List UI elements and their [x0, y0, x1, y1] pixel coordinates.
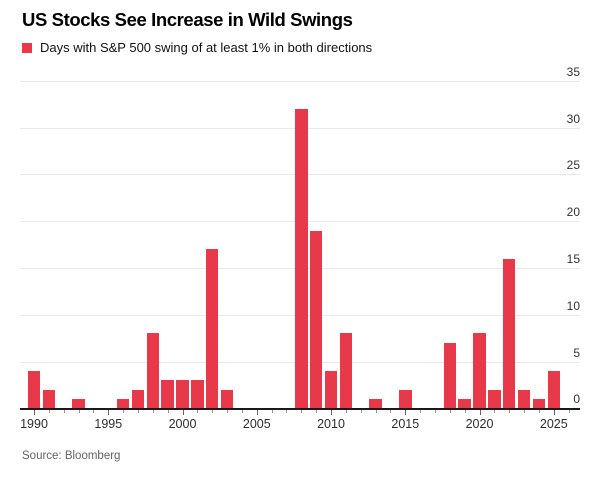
x-tick-2002	[212, 409, 214, 413]
x-tick-2015	[405, 409, 407, 415]
x-tick-2023	[524, 409, 525, 413]
x-tick-2017	[434, 409, 436, 413]
x-tick-2020	[479, 409, 481, 415]
bar-2022	[502, 258, 516, 409]
bar-2021	[488, 389, 501, 409]
x-tick-2021	[494, 409, 496, 413]
bar-2013	[369, 398, 382, 409]
legend: Days with S&P 500 swing of at least 1% i…	[22, 40, 372, 55]
bar-2008	[295, 108, 308, 409]
x-tick-2007	[286, 409, 288, 413]
x-tick-1999	[167, 409, 169, 413]
x-axis-label-2005: 2005	[242, 416, 271, 431]
x-tick-2000	[182, 409, 184, 415]
x-tick-1990	[34, 409, 35, 415]
bar-2023	[517, 389, 531, 409]
gridline-35	[20, 80, 580, 82]
bar-2002	[205, 249, 219, 409]
x-axis-label-2020: 2020	[465, 416, 494, 431]
x-axis-line	[20, 408, 580, 410]
x-axis-label-2010: 2010	[317, 416, 345, 431]
source-note: Source: Bloomberg	[22, 450, 121, 462]
y-axis-label-10: 10	[566, 298, 580, 313]
bar-2003	[220, 389, 234, 409]
bar-2024	[532, 398, 546, 409]
x-tick-2022	[509, 409, 511, 413]
bar-1993	[72, 398, 85, 409]
x-tick-1993	[78, 409, 80, 413]
x-tick-2011	[345, 409, 347, 413]
x-tick-2008	[301, 409, 303, 413]
x-tick-1996	[123, 409, 125, 413]
x-tick-2026	[568, 409, 570, 413]
bar-2025	[547, 370, 560, 409]
x-tick-2006	[271, 409, 273, 413]
legend-swatch-icon	[22, 42, 32, 53]
x-tick-2004	[241, 409, 243, 413]
bar-2020	[473, 333, 486, 409]
y-axis-label-0: 0	[573, 392, 580, 407]
x-tick-2024	[538, 409, 540, 413]
x-tick-2013	[375, 409, 377, 413]
x-tick-1998	[152, 409, 154, 413]
x-axis-label-2000: 2000	[168, 416, 197, 431]
bar-2018	[443, 342, 457, 409]
bar-2001	[191, 380, 204, 409]
x-tick-2005	[256, 409, 258, 415]
bar-1990	[27, 370, 41, 409]
x-tick-2019	[464, 409, 466, 413]
y-axis-label-15: 15	[566, 251, 580, 266]
x-tick-2009	[316, 409, 318, 413]
x-tick-1997	[137, 409, 139, 413]
bar-2010	[324, 370, 338, 409]
x-axis-label-1995: 1995	[94, 416, 123, 431]
x-axis-label-2025: 2025	[539, 416, 568, 431]
x-tick-2016	[420, 409, 422, 413]
bar-2011	[339, 333, 353, 409]
x-tick-2010	[331, 409, 332, 415]
x-tick-2018	[449, 409, 451, 413]
x-tick-2025	[553, 409, 555, 415]
bar-1996	[116, 398, 130, 409]
bar-2019	[458, 398, 471, 409]
legend-label: Days with S&P 500 swing of at least 1% i…	[40, 40, 373, 55]
x-tick-1992	[63, 409, 65, 413]
x-tick-1991	[48, 409, 50, 413]
bar-1999	[161, 380, 174, 409]
x-tick-2012	[360, 409, 362, 413]
y-axis-label-30: 30	[566, 111, 580, 126]
y-axis-label-25: 25	[566, 158, 580, 173]
bar-1998	[146, 333, 160, 409]
y-axis-label-20: 20	[566, 205, 580, 220]
x-tick-1995	[108, 409, 110, 415]
bar-1997	[131, 389, 145, 409]
y-axis-label-5: 5	[573, 345, 580, 360]
x-axis-label-2015: 2015	[391, 416, 420, 431]
x-tick-2014	[390, 409, 392, 413]
x-tick-1994	[93, 409, 95, 413]
bar-2015	[399, 389, 412, 409]
x-tick-2003	[227, 409, 228, 413]
x-tick-2001	[197, 409, 199, 413]
x-axis-label-1990: 1990	[20, 416, 48, 431]
bar-2000	[176, 380, 189, 409]
chart-title: US Stocks See Increase in Wild Swings	[22, 9, 353, 30]
y-axis-label-35: 35	[566, 64, 580, 79]
bar-1991	[42, 389, 56, 409]
bar-2009	[309, 230, 323, 409]
